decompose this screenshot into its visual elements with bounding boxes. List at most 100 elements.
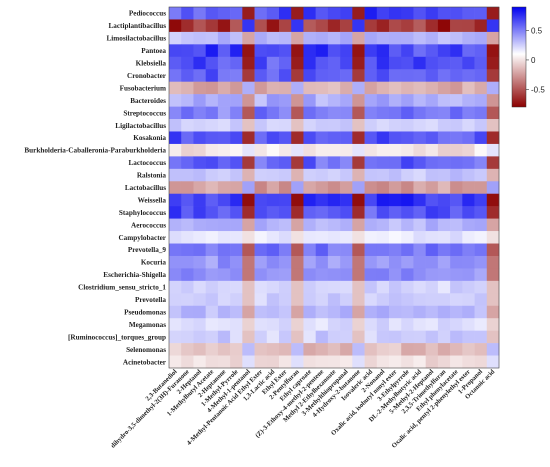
heatmap-cell xyxy=(254,206,268,219)
heatmap-cell xyxy=(254,305,268,319)
heatmap-cell xyxy=(413,343,426,356)
heatmap-cell xyxy=(462,355,475,369)
heatmap-cell xyxy=(217,7,231,20)
heatmap-cell xyxy=(376,206,390,219)
heatmap-cell xyxy=(327,305,341,319)
heatmap-cell xyxy=(364,156,378,170)
heatmap-cell xyxy=(242,56,255,70)
heatmap-cell xyxy=(242,255,255,269)
heatmap-cell xyxy=(279,31,292,45)
heatmap-cell xyxy=(230,293,243,307)
heatmap-cell xyxy=(169,255,182,269)
heatmap-cell xyxy=(315,193,329,207)
heatmap-cell xyxy=(462,168,475,182)
heatmap-cell xyxy=(181,131,194,145)
heatmap-cell xyxy=(437,131,451,145)
heatmap-cell xyxy=(266,56,280,70)
heatmap-cell xyxy=(327,355,341,369)
heatmap-cell xyxy=(266,69,280,82)
heatmap-cell xyxy=(401,255,414,269)
heatmap-cell xyxy=(389,94,402,107)
heatmap-cell xyxy=(230,7,243,20)
heatmap-cell xyxy=(364,206,378,219)
heatmap-cell xyxy=(205,280,219,294)
heatmap-cell xyxy=(413,119,426,132)
heatmap-cell xyxy=(327,343,341,356)
heatmap-cell xyxy=(450,206,463,219)
heatmap-cell xyxy=(462,31,475,45)
heatmap-cell xyxy=(364,255,378,269)
heatmap-cell xyxy=(437,268,451,282)
heatmap-cell xyxy=(425,330,439,344)
heatmap-cell xyxy=(352,7,365,20)
row-label: Weissella xyxy=(138,196,167,204)
heatmap-cell xyxy=(340,280,353,294)
heatmap-cell xyxy=(205,181,219,195)
heatmap-cell xyxy=(181,343,194,356)
heatmap-cell xyxy=(266,7,280,20)
heatmap-cell xyxy=(389,243,402,257)
heatmap-cell xyxy=(279,81,292,95)
heatmap-cell xyxy=(340,305,353,319)
heatmap-cell xyxy=(217,94,231,107)
heatmap-cell xyxy=(474,94,488,107)
heatmap-cell xyxy=(425,168,439,182)
heatmap-cell xyxy=(303,305,316,319)
heatmap-cell xyxy=(279,19,292,33)
heatmap-cell xyxy=(340,231,353,244)
heatmap-cell xyxy=(462,94,475,107)
heatmap-cell xyxy=(425,143,439,157)
heatmap-cell xyxy=(474,19,488,33)
heatmap-cell xyxy=(474,7,488,20)
heatmap-cell xyxy=(279,193,292,207)
heatmap-cell xyxy=(291,193,304,207)
heatmap-cell xyxy=(291,218,304,232)
heatmap-cell xyxy=(327,119,341,132)
heatmap-cell xyxy=(315,56,329,70)
heatmap-cell xyxy=(230,343,243,356)
heatmap-cell xyxy=(437,243,451,257)
heatmap-cell xyxy=(376,56,390,70)
heatmap-cell xyxy=(181,330,194,344)
heatmap-cell xyxy=(242,19,255,33)
heatmap-cell xyxy=(352,206,365,219)
heatmap-cell xyxy=(315,243,329,257)
heatmap-cell xyxy=(352,318,365,331)
heatmap-cell xyxy=(315,355,329,369)
heatmap-cell xyxy=(181,81,194,95)
heatmap-cell xyxy=(364,181,378,195)
heatmap-cell xyxy=(303,243,316,257)
heatmap-cell xyxy=(474,255,488,269)
heatmap-cell xyxy=(315,343,329,356)
heatmap-cell xyxy=(413,44,426,58)
heatmap-cell xyxy=(437,31,451,45)
heatmap-cell xyxy=(254,94,268,107)
heatmap-cell xyxy=(413,69,426,82)
heatmap-cell xyxy=(169,131,182,145)
heatmap-cell xyxy=(242,44,255,58)
heatmap-cell xyxy=(352,280,365,294)
heatmap-cell xyxy=(217,343,231,356)
heatmap-cell xyxy=(425,355,439,369)
heatmap-cell xyxy=(450,231,463,244)
heatmap-cell xyxy=(486,69,500,82)
heatmap-cell xyxy=(376,119,390,132)
heatmap-cell xyxy=(474,131,488,145)
heatmap-cell xyxy=(279,119,292,132)
heatmap-cell xyxy=(389,119,402,132)
heatmap-cell xyxy=(315,156,329,170)
heatmap-cell xyxy=(181,94,194,107)
heatmap-cell xyxy=(437,143,451,157)
heatmap-cell xyxy=(389,81,402,95)
heatmap-cell xyxy=(352,131,365,145)
heatmap-cell xyxy=(376,193,390,207)
heatmap-cell xyxy=(205,343,219,356)
heatmap-cell xyxy=(401,81,414,95)
heatmap-cell xyxy=(425,19,439,33)
heatmap-cell xyxy=(401,181,414,195)
heatmap-cell xyxy=(327,255,341,269)
heatmap-cell xyxy=(413,19,426,33)
heatmap-cell xyxy=(230,355,243,369)
heatmap-cell xyxy=(462,268,475,282)
heatmap-cell xyxy=(181,19,194,33)
